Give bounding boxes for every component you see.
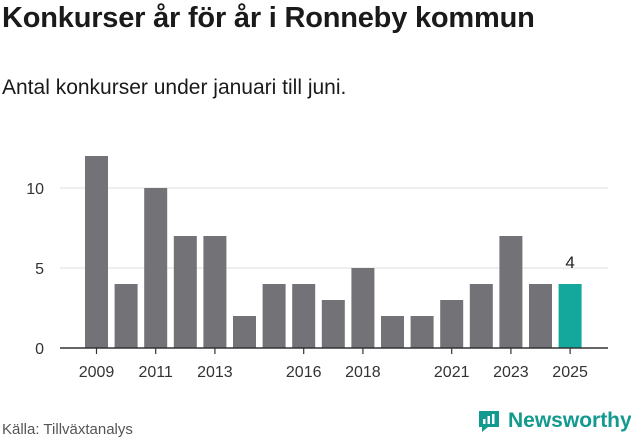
bar-2024 — [529, 284, 552, 348]
x-tick-label-2025: 2025 — [552, 364, 588, 381]
newsworthy-logo-icon — [479, 411, 499, 432]
x-tick-label-2018: 2018 — [345, 364, 381, 381]
bar-2015 — [262, 284, 286, 348]
bar-2019 — [381, 316, 404, 348]
bar-2022 — [469, 284, 493, 348]
bar-2009 — [85, 156, 108, 348]
x-tick-label-2021: 2021 — [434, 364, 470, 381]
y-tick-label-5: 5 — [35, 261, 44, 278]
bar-2014 — [233, 316, 256, 348]
data-label-2025: 4 — [565, 253, 574, 272]
bar-2016 — [292, 284, 316, 348]
bar-2020 — [410, 316, 434, 348]
bar-2021 — [440, 300, 464, 348]
chart-subtitle: Antal konkurser under januari till juni. — [2, 76, 347, 99]
x-tick-label-2011: 2011 — [138, 364, 173, 381]
bar-2023 — [499, 236, 523, 348]
source-note: Källa: Tillväxtanalys — [2, 421, 133, 438]
brand-logo[interactable]: Newsworthy — [476, 408, 631, 434]
bars — [85, 156, 582, 348]
y-tick-label-0: 0 — [35, 341, 44, 358]
x-tick-label-2016: 2016 — [286, 364, 322, 381]
chart-title: Konkurser år för år i Ronneby kommun — [2, 2, 535, 34]
labels: 0 5 10 2009 2011 2013 2016 2018 2021 2023 2025 4 — [26, 181, 588, 381]
bar-2017 — [321, 300, 345, 348]
bar-2018 — [351, 268, 375, 348]
bar-2011 — [144, 188, 168, 348]
bar-2010 — [114, 284, 138, 348]
y-tick-label-10: 10 — [26, 181, 44, 198]
brand-name: Newsworthy — [508, 409, 631, 432]
bar-2025 — [558, 284, 582, 348]
axes — [60, 347, 608, 354]
bar-2013 — [203, 236, 227, 348]
x-tick-label-2013: 2013 — [197, 364, 233, 381]
x-tick-label-2009: 2009 — [79, 364, 115, 381]
x-tick-label-2023: 2023 — [493, 364, 529, 381]
bar-2012 — [173, 236, 197, 348]
gridlines — [60, 187, 608, 269]
